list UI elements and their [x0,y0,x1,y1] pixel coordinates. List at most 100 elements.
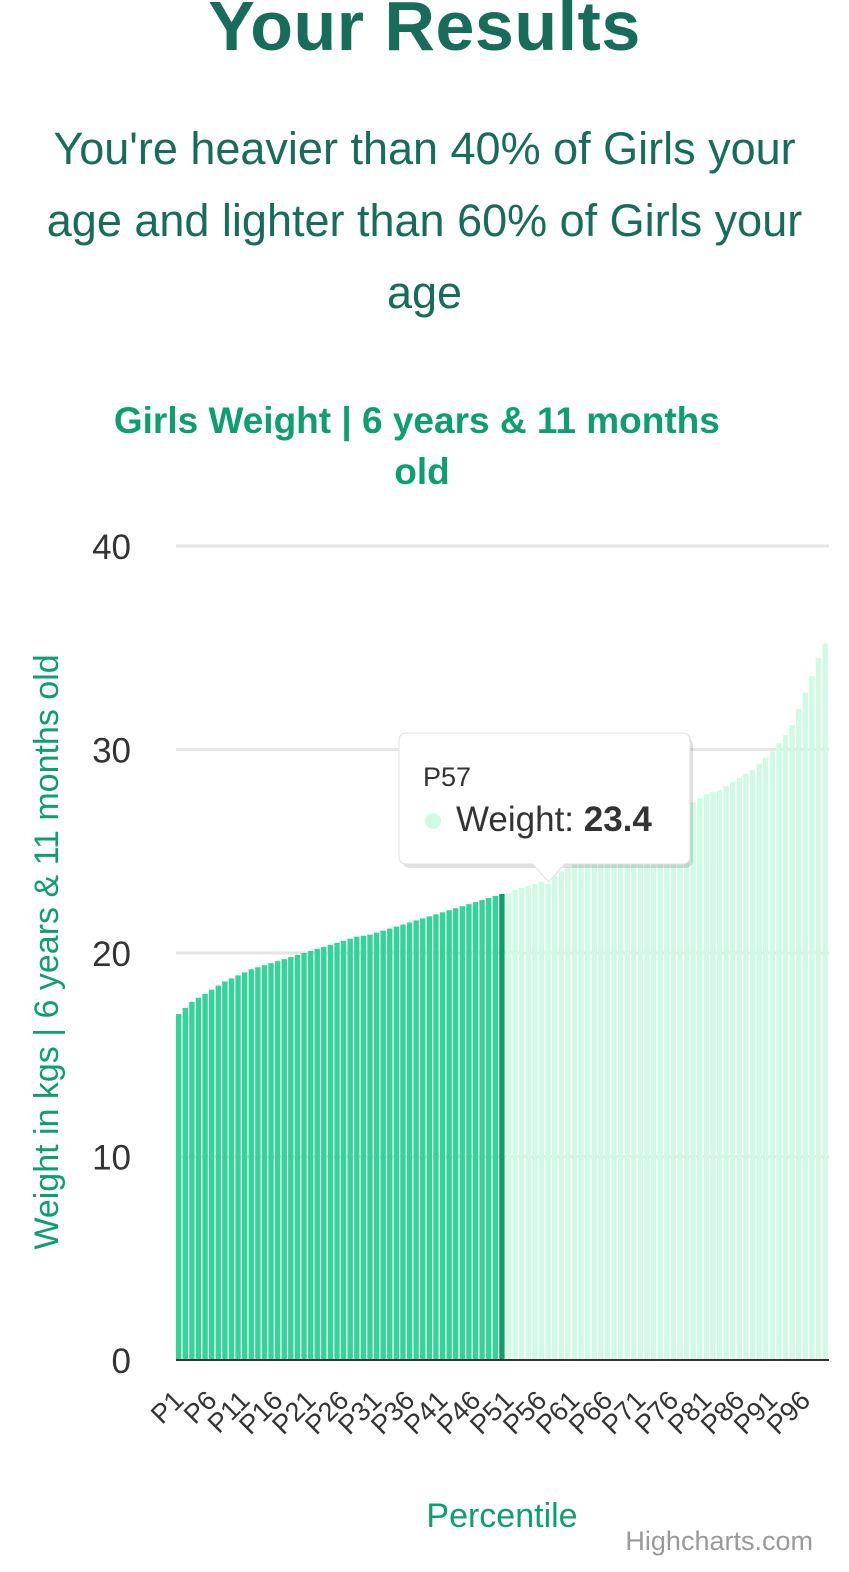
bar-P41[interactable] [439,912,446,1360]
bar-P42[interactable] [446,910,452,1360]
bar-P28[interactable] [354,936,360,1360]
bar-P2[interactable] [182,1007,188,1360]
bar-P26[interactable] [340,940,347,1360]
bar-P73[interactable] [650,822,657,1360]
bar-P87[interactable] [743,773,749,1360]
bar-P14[interactable] [261,965,268,1360]
bar-P93[interactable] [782,735,789,1360]
bar-P48[interactable] [486,898,492,1360]
bar-P36[interactable] [406,922,413,1360]
bar-P46[interactable] [472,902,479,1361]
bar-P81[interactable] [703,794,710,1360]
bar-P7[interactable] [215,985,221,1360]
bar-P43[interactable] [453,908,459,1360]
bar-P19[interactable] [294,955,301,1360]
bar-P23[interactable] [321,946,327,1360]
bar-P37[interactable] [413,920,419,1360]
bar-P62[interactable] [578,859,584,1360]
bar-P61[interactable] [571,863,578,1360]
bar-P44[interactable] [459,906,466,1360]
bar-P86[interactable] [736,777,743,1360]
bar-P32[interactable] [380,930,386,1360]
bar-P98[interactable] [815,657,822,1360]
bar-P17[interactable] [281,959,287,1360]
bar-P58[interactable] [551,875,558,1360]
bar-P51[interactable] [505,892,512,1360]
bar-P77[interactable] [677,810,683,1360]
bar-P38[interactable] [420,918,426,1360]
bar-P4[interactable] [195,997,202,1360]
bar-P82[interactable] [710,792,716,1360]
bar-P20[interactable] [301,953,307,1360]
bar-P6[interactable] [208,989,215,1360]
bar-P31[interactable] [373,932,380,1360]
bar-P69[interactable] [624,839,630,1360]
bar-P22[interactable] [314,948,320,1360]
bar-P13[interactable] [255,967,261,1360]
bar-P80[interactable] [697,798,703,1360]
bar-P78[interactable] [683,806,690,1360]
bar-P96[interactable] [802,692,809,1360]
bar-P35[interactable] [400,924,406,1360]
bar-P3[interactable] [189,1001,195,1360]
bar-P76[interactable] [670,814,677,1360]
bar-P94[interactable] [789,725,795,1360]
bar-P90[interactable] [763,757,769,1360]
bar-P8[interactable] [222,981,228,1360]
bar-P64[interactable] [591,851,597,1360]
bar-P5[interactable] [202,993,208,1360]
bar-P72[interactable] [644,826,650,1360]
bar-P40[interactable] [433,914,439,1360]
bar-P25[interactable] [334,942,340,1360]
bar-P68[interactable] [617,841,624,1360]
bar-P30[interactable] [367,934,373,1360]
bar-P92[interactable] [776,743,782,1360]
bar-P67[interactable] [611,843,617,1360]
bar-P79[interactable] [690,802,696,1360]
bar-P99[interactable] [822,643,828,1360]
bar-P88[interactable] [749,769,756,1360]
bar-P49[interactable] [492,896,499,1360]
bar-P29[interactable] [360,935,367,1360]
bar-P12[interactable] [248,969,254,1360]
bar-P1[interactable] [176,1014,182,1360]
bar-P95[interactable] [796,708,802,1360]
bar-P71[interactable] [637,830,644,1360]
bar-P54[interactable] [525,885,531,1360]
bar-P33[interactable] [387,928,393,1360]
bar-P24[interactable] [327,944,334,1360]
bar-P10[interactable] [235,975,241,1360]
bar-P83[interactable] [716,790,723,1360]
bar-P34[interactable] [393,926,400,1360]
bar-P74[interactable] [657,818,663,1360]
bar-P9[interactable] [228,978,235,1360]
bar-P11[interactable] [241,972,248,1360]
bar-P55[interactable] [532,883,538,1360]
bar-P53[interactable] [518,887,525,1360]
bar-P21[interactable] [307,950,314,1360]
bar-P60[interactable] [565,867,571,1360]
bar-P66[interactable] [604,845,611,1360]
bar-P85[interactable] [730,782,736,1360]
bar-P27[interactable] [347,938,353,1360]
bar-P84[interactable] [723,786,729,1360]
bar-P70[interactable] [631,834,637,1360]
bar-P52[interactable] [512,889,518,1360]
bar-P65[interactable] [598,847,604,1360]
bar-P16[interactable] [274,961,281,1360]
bar-P63[interactable] [584,855,591,1360]
bar-P15[interactable] [268,963,274,1360]
bar-P56[interactable] [538,881,545,1360]
bar-P39[interactable] [426,916,433,1360]
bar-P18[interactable] [288,957,294,1360]
bar-P50[interactable] [499,893,505,1360]
bar-P89[interactable] [756,763,762,1360]
bar-P97[interactable] [809,676,815,1360]
bar-P75[interactable] [664,816,670,1360]
bar-P59[interactable] [558,871,564,1360]
bar-P45[interactable] [466,904,472,1360]
highcharts-credit[interactable]: Highcharts.com [625,1526,813,1556]
bar-P91[interactable] [769,751,776,1360]
bar-P57[interactable] [545,883,551,1360]
bar-P47[interactable] [479,900,485,1360]
